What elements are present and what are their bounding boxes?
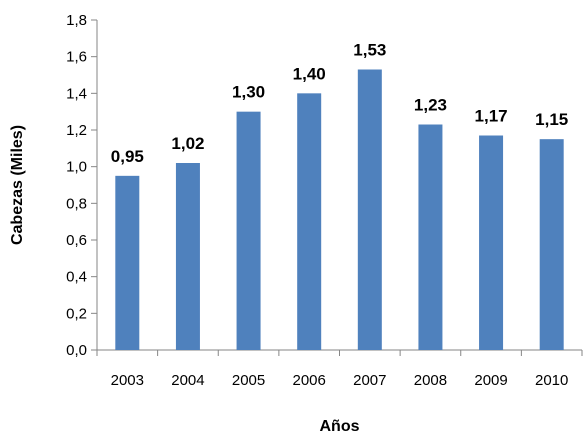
- x-tick-label: 2007: [353, 372, 386, 389]
- data-label-2009: 1,17: [475, 107, 508, 126]
- bar-2010: [539, 139, 564, 350]
- y-tick-label: 0,8: [66, 195, 87, 212]
- y-axis: 0,0 0,2 0,4 0,6 0,8 1,0 1,2 1,4 1,6 1,8: [66, 12, 98, 359]
- y-tick-label: 1,8: [66, 12, 87, 29]
- y-tick-label: 1,2: [66, 122, 87, 139]
- data-label-2008: 1,23: [414, 96, 447, 115]
- x-tick-label: 2003: [111, 372, 144, 389]
- y-tick-label: 0,2: [66, 305, 87, 322]
- x-tick-label: 2008: [414, 372, 447, 389]
- y-tick-label: 0,6: [66, 232, 87, 249]
- data-label-2005: 1,30: [232, 83, 265, 102]
- y-tick-label: 0,4: [66, 269, 87, 286]
- x-tick-label: 2009: [474, 372, 507, 389]
- x-tick-label: 2005: [232, 372, 265, 389]
- data-label-2007: 1,53: [353, 41, 386, 60]
- data-label-2010: 1,15: [535, 110, 568, 129]
- data-label-2004: 1,02: [171, 134, 204, 153]
- bar-2009: [479, 135, 504, 350]
- y-tick-label: 1,6: [66, 49, 87, 66]
- bar-2006: [297, 93, 322, 350]
- y-tick-label: 0,0: [66, 342, 87, 359]
- x-axis-title: Años: [320, 418, 360, 435]
- x-axis: 2003 2004 2005 2006 2007 2008 2009 2010: [96, 349, 583, 389]
- data-label-2006: 1,40: [293, 64, 326, 83]
- y-axis-title: Cabezas (Miles): [9, 125, 26, 245]
- bars: [115, 69, 564, 351]
- bar-2005: [236, 111, 261, 351]
- bar-2007: [357, 69, 382, 350]
- y-tick-label: 1,4: [66, 85, 87, 102]
- x-tick-label: 2004: [171, 372, 204, 389]
- bar-2003: [115, 175, 140, 350]
- bar-2004: [175, 163, 200, 350]
- data-label-2003: 0,95: [111, 147, 144, 166]
- x-tick-label: 2010: [535, 372, 568, 389]
- y-tick-label: 1,0: [66, 159, 87, 176]
- x-tick-label: 2006: [293, 372, 326, 389]
- bar-2008: [418, 124, 443, 350]
- data-labels: 0,95 1,02 1,30 1,40 1,53 1,23 1,17 1,15: [111, 41, 568, 166]
